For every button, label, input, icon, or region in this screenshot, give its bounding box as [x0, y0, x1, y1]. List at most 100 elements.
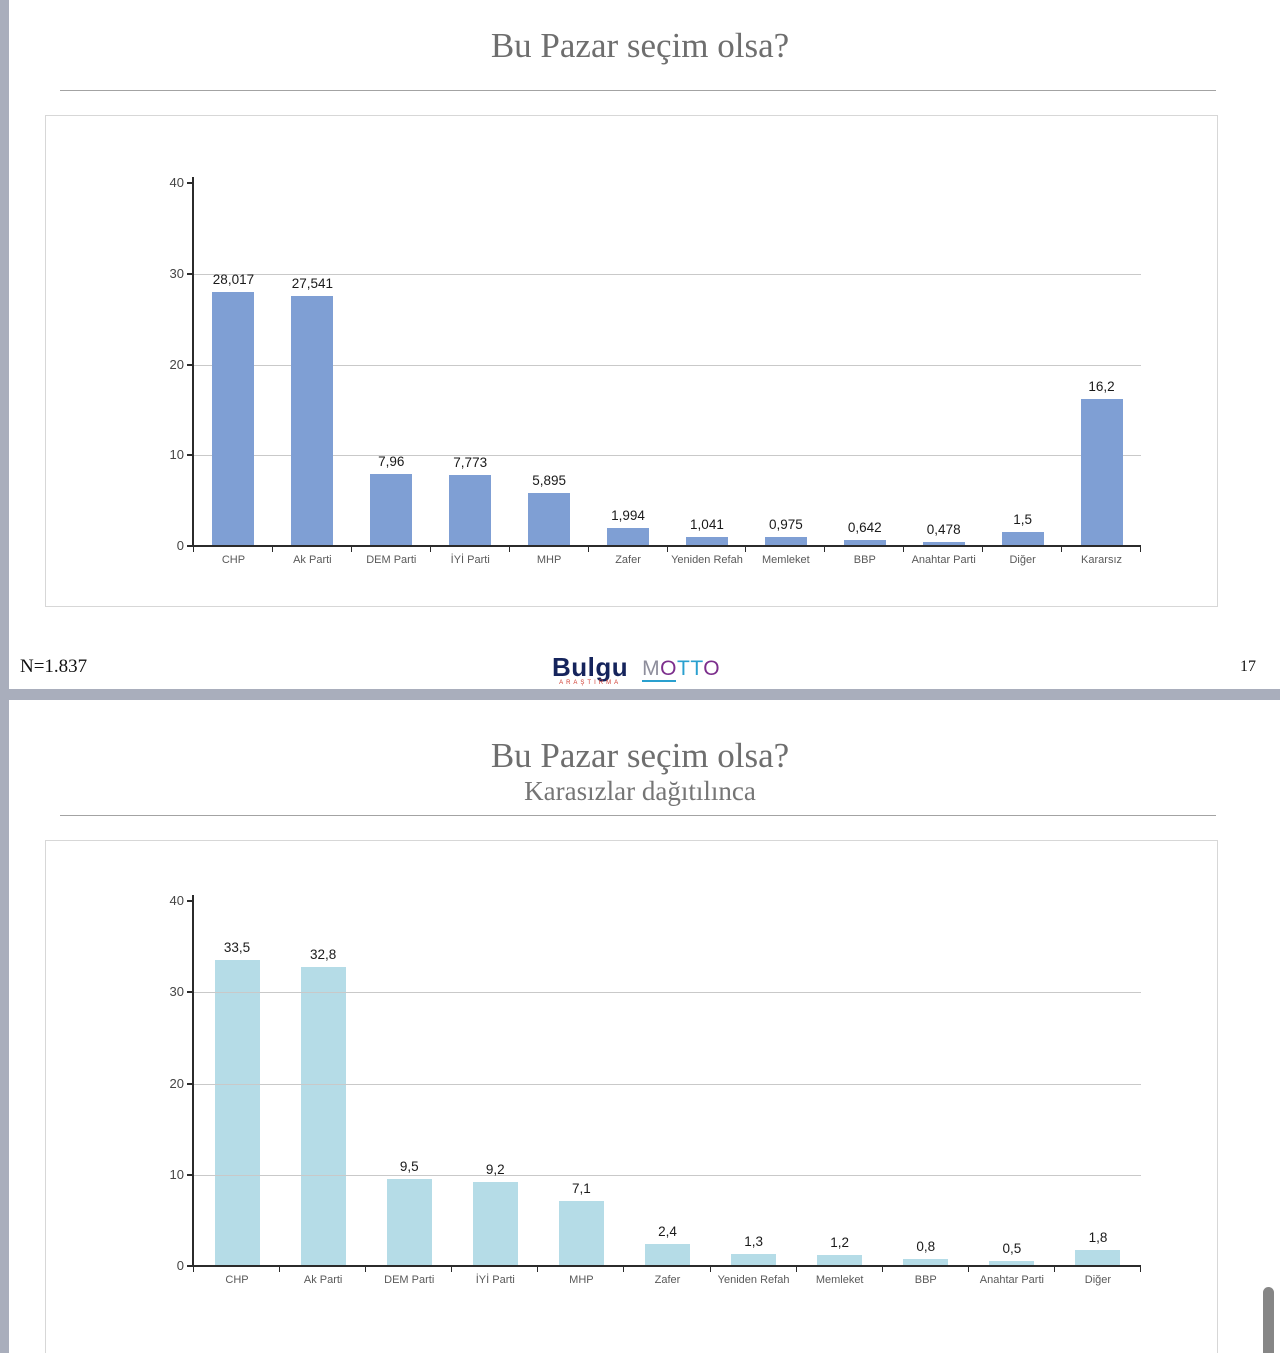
- bar-value-label: 7,1: [572, 1181, 591, 1197]
- y-axis: [192, 895, 194, 1266]
- x-axis: [187, 1265, 1141, 1267]
- x-axis-tick: [1140, 547, 1141, 552]
- category-label: Yeniden Refah: [671, 554, 743, 566]
- bar-value-label: 9,2: [485, 1162, 505, 1178]
- category-label: Yeniden Refah: [717, 1274, 790, 1286]
- y-axis-tick-label: 20: [169, 1075, 184, 1091]
- gridline: [194, 992, 1141, 994]
- y-axis-tick-label: 40: [169, 175, 184, 190]
- gridline: [194, 273, 1141, 275]
- scrollbar-thumb[interactable]: [1263, 1287, 1274, 1353]
- category-label: DEM Parti: [366, 554, 417, 566]
- bar: [1001, 532, 1044, 546]
- gridline: [194, 1174, 1141, 1176]
- bar-value-label: 0,975: [768, 517, 803, 533]
- x-axis-tick: [279, 1267, 281, 1272]
- bar-value-label: 7,773: [453, 455, 488, 471]
- x-axis-tick: [666, 547, 668, 552]
- slide-divider-bar: [9, 689, 1280, 700]
- motto-logo-subtext-strip: [642, 680, 677, 682]
- bar: [386, 1179, 432, 1266]
- y-axis-tick-label: 30: [169, 265, 184, 281]
- bar: [989, 1261, 1035, 1266]
- bar-value-label: 7,96: [378, 453, 405, 469]
- bar: [300, 966, 346, 1266]
- bar-value-label: 32,8: [309, 946, 337, 962]
- x-axis-tick: [1140, 1267, 1141, 1272]
- x-axis-tick: [365, 1267, 367, 1272]
- bar-value-label: 9,5: [399, 1159, 419, 1175]
- bar-value-label: 1,3: [744, 1234, 763, 1250]
- bar-value-label: 2,4: [658, 1224, 677, 1240]
- sample-size-label: N=1.837: [20, 656, 88, 677]
- category-label: Ak Parti: [303, 1274, 343, 1286]
- bar: [1075, 1249, 1121, 1266]
- x-axis-tick: [1061, 547, 1063, 552]
- bar: [764, 537, 807, 546]
- bar-value-label: 1,5: [1013, 512, 1033, 528]
- y-axis-tick: [187, 900, 193, 902]
- bar-value-label: 0,642: [847, 520, 882, 536]
- y-axis-tick: [187, 1173, 193, 1176]
- x-axis-tick: [903, 547, 905, 552]
- bar: [607, 527, 650, 546]
- bar: [449, 475, 492, 546]
- y-axis-tick: [187, 363, 193, 366]
- x-axis-tick: [623, 1267, 625, 1272]
- y-axis-tick-label: 30: [169, 984, 184, 1000]
- bulgu-logo: Bulgu ARAŞTIRMA: [552, 654, 628, 687]
- y-axis-tick-label: 10: [169, 1166, 184, 1182]
- bar: [817, 1255, 863, 1266]
- x-axis-tick: [271, 547, 273, 552]
- y-axis-tick-label: 10: [169, 447, 184, 463]
- y-axis-tick: [187, 182, 193, 184]
- slide1-title: Bu Pazar seçim olsa?: [490, 26, 790, 65]
- category-label: MHP: [569, 1274, 594, 1286]
- bar-value-label: 1,2: [830, 1235, 850, 1251]
- category-label: Anahtar Parti: [911, 554, 976, 566]
- bar: [558, 1201, 604, 1266]
- bar: [922, 541, 965, 546]
- x-axis-tick: [429, 547, 431, 552]
- x-axis-tick: [451, 1267, 453, 1272]
- bar: [212, 291, 255, 546]
- category-label: Anahtar Parti: [979, 1274, 1044, 1286]
- bar-value-label: 27,541: [291, 276, 334, 292]
- bar-value-label: 33,5: [223, 940, 251, 956]
- y-axis-tick-label: 0: [176, 538, 184, 553]
- y-axis-tick-label: 20: [169, 356, 184, 372]
- y-axis-tick: [187, 454, 193, 457]
- bar-value-label: 5,895: [532, 472, 567, 488]
- bar: [903, 1258, 949, 1266]
- category-label: İYİ Parti: [450, 554, 490, 566]
- bar-value-label: 0,8: [916, 1238, 936, 1254]
- x-axis-tick: [967, 1267, 969, 1272]
- category-label: Zafer: [615, 554, 641, 566]
- x-axis-tick: [193, 1267, 194, 1272]
- bar: [528, 492, 571, 546]
- bar: [291, 296, 334, 546]
- bar: [731, 1254, 777, 1266]
- x-axis-tick: [709, 1267, 711, 1272]
- motto-letter: T: [690, 657, 704, 680]
- bar: [370, 473, 413, 546]
- category-label: Diğer: [1009, 554, 1036, 566]
- bar-value-label: 1,994: [611, 507, 645, 523]
- page-number: 17: [1240, 658, 1256, 675]
- bar-value-label: 1,041: [690, 516, 724, 532]
- x-axis-tick: [508, 547, 510, 552]
- y-axis: [192, 177, 194, 546]
- x-axis-tick: [881, 1267, 883, 1272]
- motto-letter: O: [660, 657, 677, 680]
- bar: [214, 960, 260, 1266]
- bar-value-label: 1,8: [1088, 1229, 1108, 1245]
- bar-value-label: 0,5: [1002, 1241, 1022, 1257]
- y-axis-tick-label: 0: [176, 1258, 184, 1273]
- category-label: Zafer: [654, 1274, 681, 1286]
- category-label: DEM Parti: [384, 1274, 435, 1286]
- y-axis-tick-label: 40: [169, 893, 184, 908]
- slide-2: Bu Pazar seçim olsa? Karasızlar dağıtılı…: [0, 700, 1280, 1353]
- motto-letter: T: [677, 657, 691, 680]
- x-axis-tick: [587, 547, 589, 552]
- gridline: [194, 1083, 1141, 1085]
